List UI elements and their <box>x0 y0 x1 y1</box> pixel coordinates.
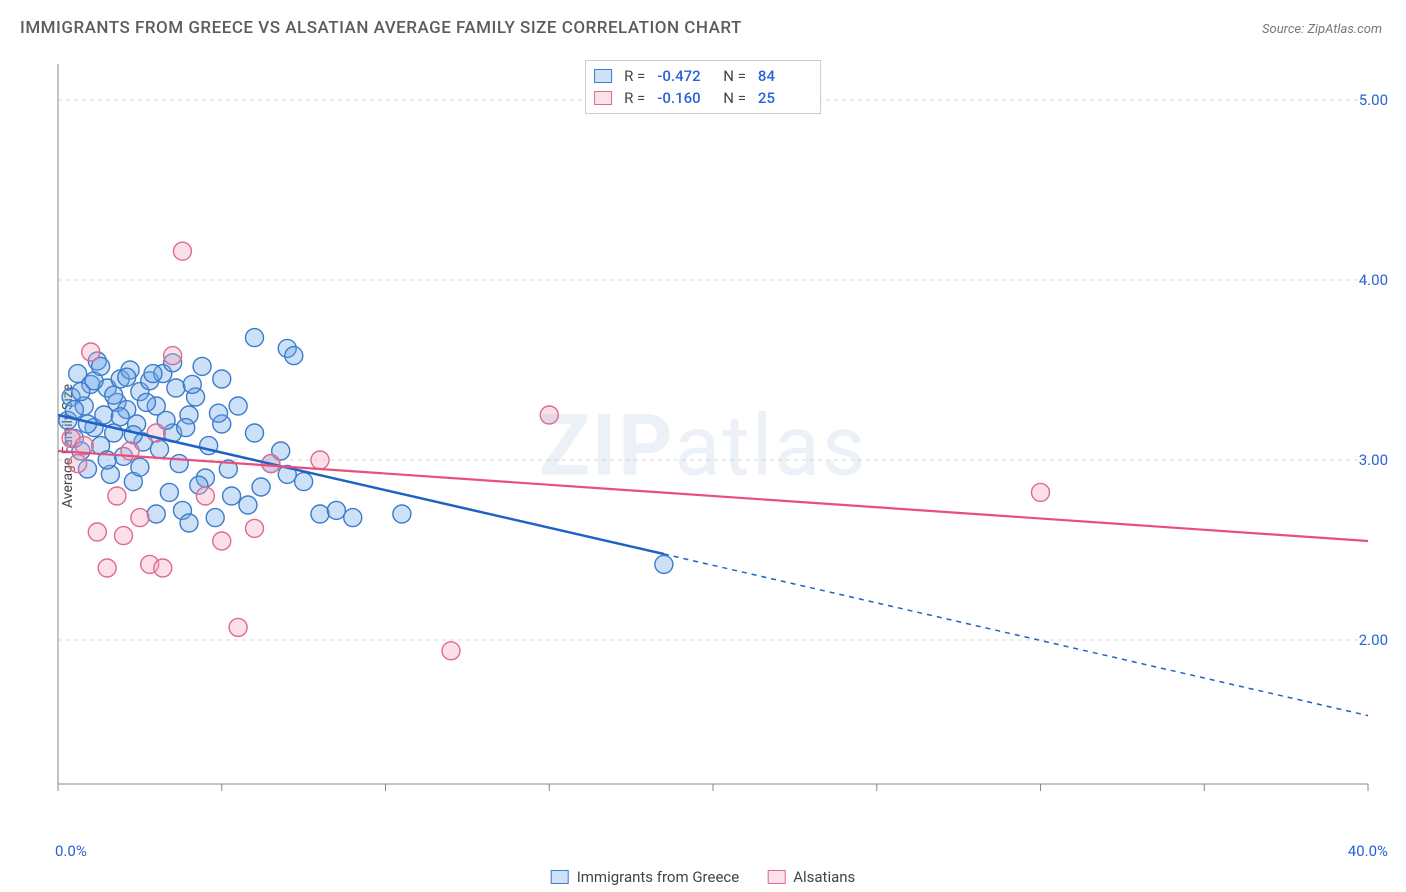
alsatians-point <box>88 523 106 541</box>
alsatians-point <box>108 487 126 505</box>
alsatians-point <box>69 455 87 473</box>
greece-point <box>105 386 123 404</box>
legend-swatch <box>594 69 612 83</box>
greece-point <box>193 357 211 375</box>
alsatians-point <box>173 242 191 260</box>
alsatians-point <box>154 559 172 577</box>
legend-swatch <box>594 91 612 105</box>
alsatians-point <box>131 509 149 527</box>
y-tick-label: 4.00 <box>1359 271 1388 289</box>
greece-point <box>285 347 303 365</box>
greece-point <box>393 505 411 523</box>
y-tick-label: 5.00 <box>1359 91 1388 109</box>
x-axis-max-label: 40.0% <box>1348 842 1388 860</box>
greece-point <box>147 505 165 523</box>
alsatians-point <box>229 618 247 636</box>
series-legend-item-alsatians: Alsatians <box>767 868 855 886</box>
greece-point <box>223 487 241 505</box>
plot-area <box>48 58 1386 820</box>
series-legend: Immigrants from Greece Alsatians <box>551 868 856 886</box>
alsatians-point <box>98 559 116 577</box>
greece-point <box>252 478 270 496</box>
alsatians-point <box>540 406 558 424</box>
greece-point <box>177 419 195 437</box>
legend-row-greece: R = -0.472 N = 84 <box>594 65 812 87</box>
alsatians-point <box>1032 483 1050 501</box>
series-legend-label: Alsatians <box>793 868 855 886</box>
greece-point <box>206 509 224 527</box>
greece-point <box>131 458 149 476</box>
greece-point <box>246 329 264 347</box>
legend-n-label: N = <box>723 89 746 107</box>
source-label: Source: <box>1262 22 1304 37</box>
legend-row-alsatians: R = -0.160 N = 25 <box>594 87 812 109</box>
greece-point <box>144 365 162 383</box>
chart-title: IMMIGRANTS FROM GREECE VS ALSATIAN AVERA… <box>20 18 742 38</box>
alsatians-point <box>246 519 264 537</box>
greece-point <box>180 514 198 532</box>
greece-point <box>183 375 201 393</box>
greece-point <box>65 401 83 419</box>
greece-point <box>655 555 673 573</box>
scatter-chart <box>48 58 1386 820</box>
legend-r-value: -0.472 <box>657 67 711 85</box>
alsatians-point <box>82 343 100 361</box>
legend-swatch <box>767 870 785 884</box>
alsatians-point <box>164 347 182 365</box>
y-tick-label: 2.00 <box>1359 631 1388 649</box>
legend-r-label: R = <box>624 67 645 85</box>
legend-n-value: 84 <box>758 67 812 85</box>
greece-point <box>327 501 345 519</box>
greece-point <box>246 424 264 442</box>
greece-trendline <box>58 415 664 554</box>
series-legend-item-greece: Immigrants from Greece <box>551 868 740 886</box>
alsatians-point <box>196 487 214 505</box>
legend-r-label: R = <box>624 89 645 107</box>
legend-swatch <box>551 870 569 884</box>
greece-point <box>151 440 169 458</box>
greece-point <box>229 397 247 415</box>
greece-point <box>209 404 227 422</box>
alsatians-point <box>311 451 329 469</box>
greece-point <box>167 379 185 397</box>
greece-trendline-extrapolated <box>664 554 1368 716</box>
x-axis-min-label: 0.0% <box>55 842 87 860</box>
greece-point <box>111 408 129 426</box>
greece-point <box>295 473 313 491</box>
greece-point <box>213 370 231 388</box>
source-link[interactable]: ZipAtlas.com <box>1307 22 1382 37</box>
legend-n-label: N = <box>723 67 746 85</box>
greece-point <box>344 509 362 527</box>
correlation-legend: R = -0.472 N = 84 R = -0.160 N = 25 <box>585 60 821 114</box>
greece-point <box>118 368 136 386</box>
alsatians-point <box>213 532 231 550</box>
source-attribution: Source: ZipAtlas.com <box>1262 22 1382 37</box>
series-legend-label: Immigrants from Greece <box>577 868 740 886</box>
greece-point <box>137 393 155 411</box>
alsatians-point <box>115 527 133 545</box>
greece-point <box>239 496 257 514</box>
greece-point <box>311 505 329 523</box>
y-tick-label: 3.00 <box>1359 451 1388 469</box>
greece-point <box>170 455 188 473</box>
alsatians-point <box>442 642 460 660</box>
greece-point <box>160 483 178 501</box>
legend-n-value: 25 <box>758 89 812 107</box>
legend-r-value: -0.160 <box>657 89 711 107</box>
